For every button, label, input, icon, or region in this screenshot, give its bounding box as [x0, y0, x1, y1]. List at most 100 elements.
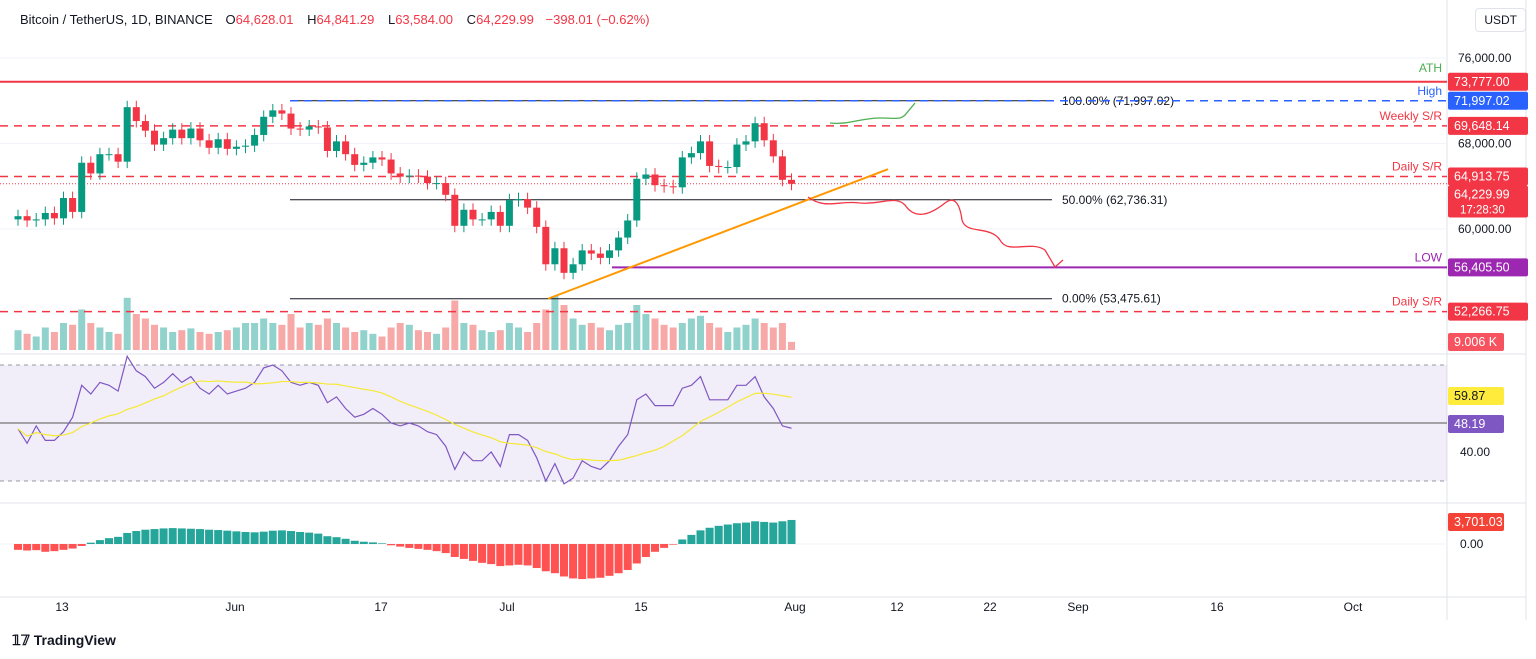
volume-bar	[114, 333, 122, 350]
level-price-badge-bg	[1448, 72, 1528, 91]
level-label: LOW	[1415, 250, 1443, 264]
candle-body	[460, 209, 468, 226]
macd-histogram-bar	[641, 544, 650, 557]
volume-bar	[624, 323, 632, 350]
candle-body	[424, 176, 431, 184]
candle	[169, 123, 177, 145]
low-label: L	[387, 12, 396, 27]
candle	[496, 205, 504, 233]
symbol-title: Bitcoin / TetherUS, 1D, BINANCE	[20, 12, 213, 27]
candle	[287, 107, 295, 135]
macd-badge-bg	[1448, 513, 1504, 531]
candle-body	[542, 226, 550, 265]
level-price-badge: 73,777.00	[1454, 75, 1510, 89]
candle-body	[442, 183, 450, 195]
candle-body	[496, 211, 504, 226]
macd-histogram-bar	[405, 544, 414, 548]
macd-histogram-bar	[569, 544, 578, 579]
volume-bar	[187, 328, 195, 350]
candle-body	[223, 139, 231, 149]
volume-bar	[387, 327, 395, 350]
price-tick: 76,000.00	[1458, 51, 1512, 65]
candle	[87, 156, 95, 180]
volume-bar	[60, 323, 67, 350]
macd-histogram-bar	[742, 522, 750, 544]
candle	[132, 100, 140, 128]
candle	[50, 206, 58, 225]
macd-histogram-bar	[751, 521, 760, 544]
candle-body	[724, 167, 732, 169]
candle-body	[187, 128, 195, 139]
volume-bar	[788, 341, 795, 350]
bearish-projection	[807, 196, 1064, 269]
volume-bar	[706, 323, 714, 350]
candle-body	[378, 157, 386, 160]
macd-histogram-bar	[168, 528, 177, 544]
candle	[214, 132, 222, 155]
candle-body	[778, 156, 786, 180]
macd-histogram-bar	[623, 544, 632, 570]
macd-histogram-bar	[314, 533, 323, 544]
volume-badge-bg	[1448, 333, 1504, 351]
candle	[651, 168, 659, 192]
time-tick: Oct	[1344, 600, 1363, 614]
tradingview-logo[interactable]: 𝟙𝟟 TradingView	[12, 632, 116, 649]
volume-bar	[251, 323, 259, 350]
level-label: Daily S/R	[1392, 295, 1442, 309]
macd-histogram-bar	[332, 537, 341, 544]
macd-histogram-bar	[232, 531, 241, 544]
rsi-value-badge: 48.19	[1454, 417, 1485, 431]
candle-body	[305, 126, 313, 130]
volume-bar	[396, 323, 404, 350]
candle-body	[687, 153, 695, 158]
candle	[387, 153, 395, 180]
macd-histogram-bar	[95, 540, 104, 544]
volume-bar	[232, 327, 240, 350]
macd-histogram-bar	[696, 530, 705, 544]
macd-histogram-bar	[414, 544, 423, 549]
candle-body	[151, 130, 158, 145]
volume-bar	[414, 330, 422, 350]
candle-body	[642, 174, 650, 179]
macd-histogram-bar	[678, 539, 687, 544]
candle	[633, 172, 641, 227]
macd-histogram-bar	[287, 531, 295, 544]
price-tick: 68,000.00	[1458, 137, 1512, 151]
macd-histogram-bar	[186, 528, 195, 544]
candle-body	[451, 194, 459, 226]
candle-body	[469, 209, 477, 220]
candle-body	[596, 253, 604, 258]
volume-bar	[451, 300, 459, 350]
volume-bar	[697, 315, 704, 350]
rsi-ma-badge: 59.87	[1454, 389, 1485, 403]
macd-histogram-bar	[150, 529, 159, 544]
candle	[433, 176, 441, 190]
candle	[114, 147, 122, 169]
candle	[697, 134, 704, 160]
candle	[624, 214, 632, 244]
macd-histogram-bar	[196, 529, 204, 544]
candle	[414, 169, 422, 184]
level-price-badge-bg	[1448, 302, 1528, 321]
candle	[205, 133, 213, 155]
macd-histogram-bar	[669, 544, 678, 545]
volume-bar	[596, 327, 604, 350]
time-tick: Sep	[1067, 600, 1089, 614]
volume-bar	[433, 333, 441, 350]
candle	[223, 132, 231, 156]
level-price-badge-bg	[1448, 91, 1528, 110]
volume-bar	[123, 297, 131, 350]
open-value: 64,628.01	[235, 12, 294, 27]
candle-body	[515, 199, 522, 201]
candle	[160, 131, 168, 151]
candle-body	[87, 162, 95, 174]
volume-bar	[323, 318, 331, 350]
volume-bar	[724, 332, 732, 350]
macd-histogram-bar	[205, 529, 214, 544]
volume-bar	[515, 327, 522, 350]
macd-histogram-bar	[341, 538, 350, 544]
macd-histogram-bar	[105, 538, 113, 544]
candle	[60, 191, 67, 225]
